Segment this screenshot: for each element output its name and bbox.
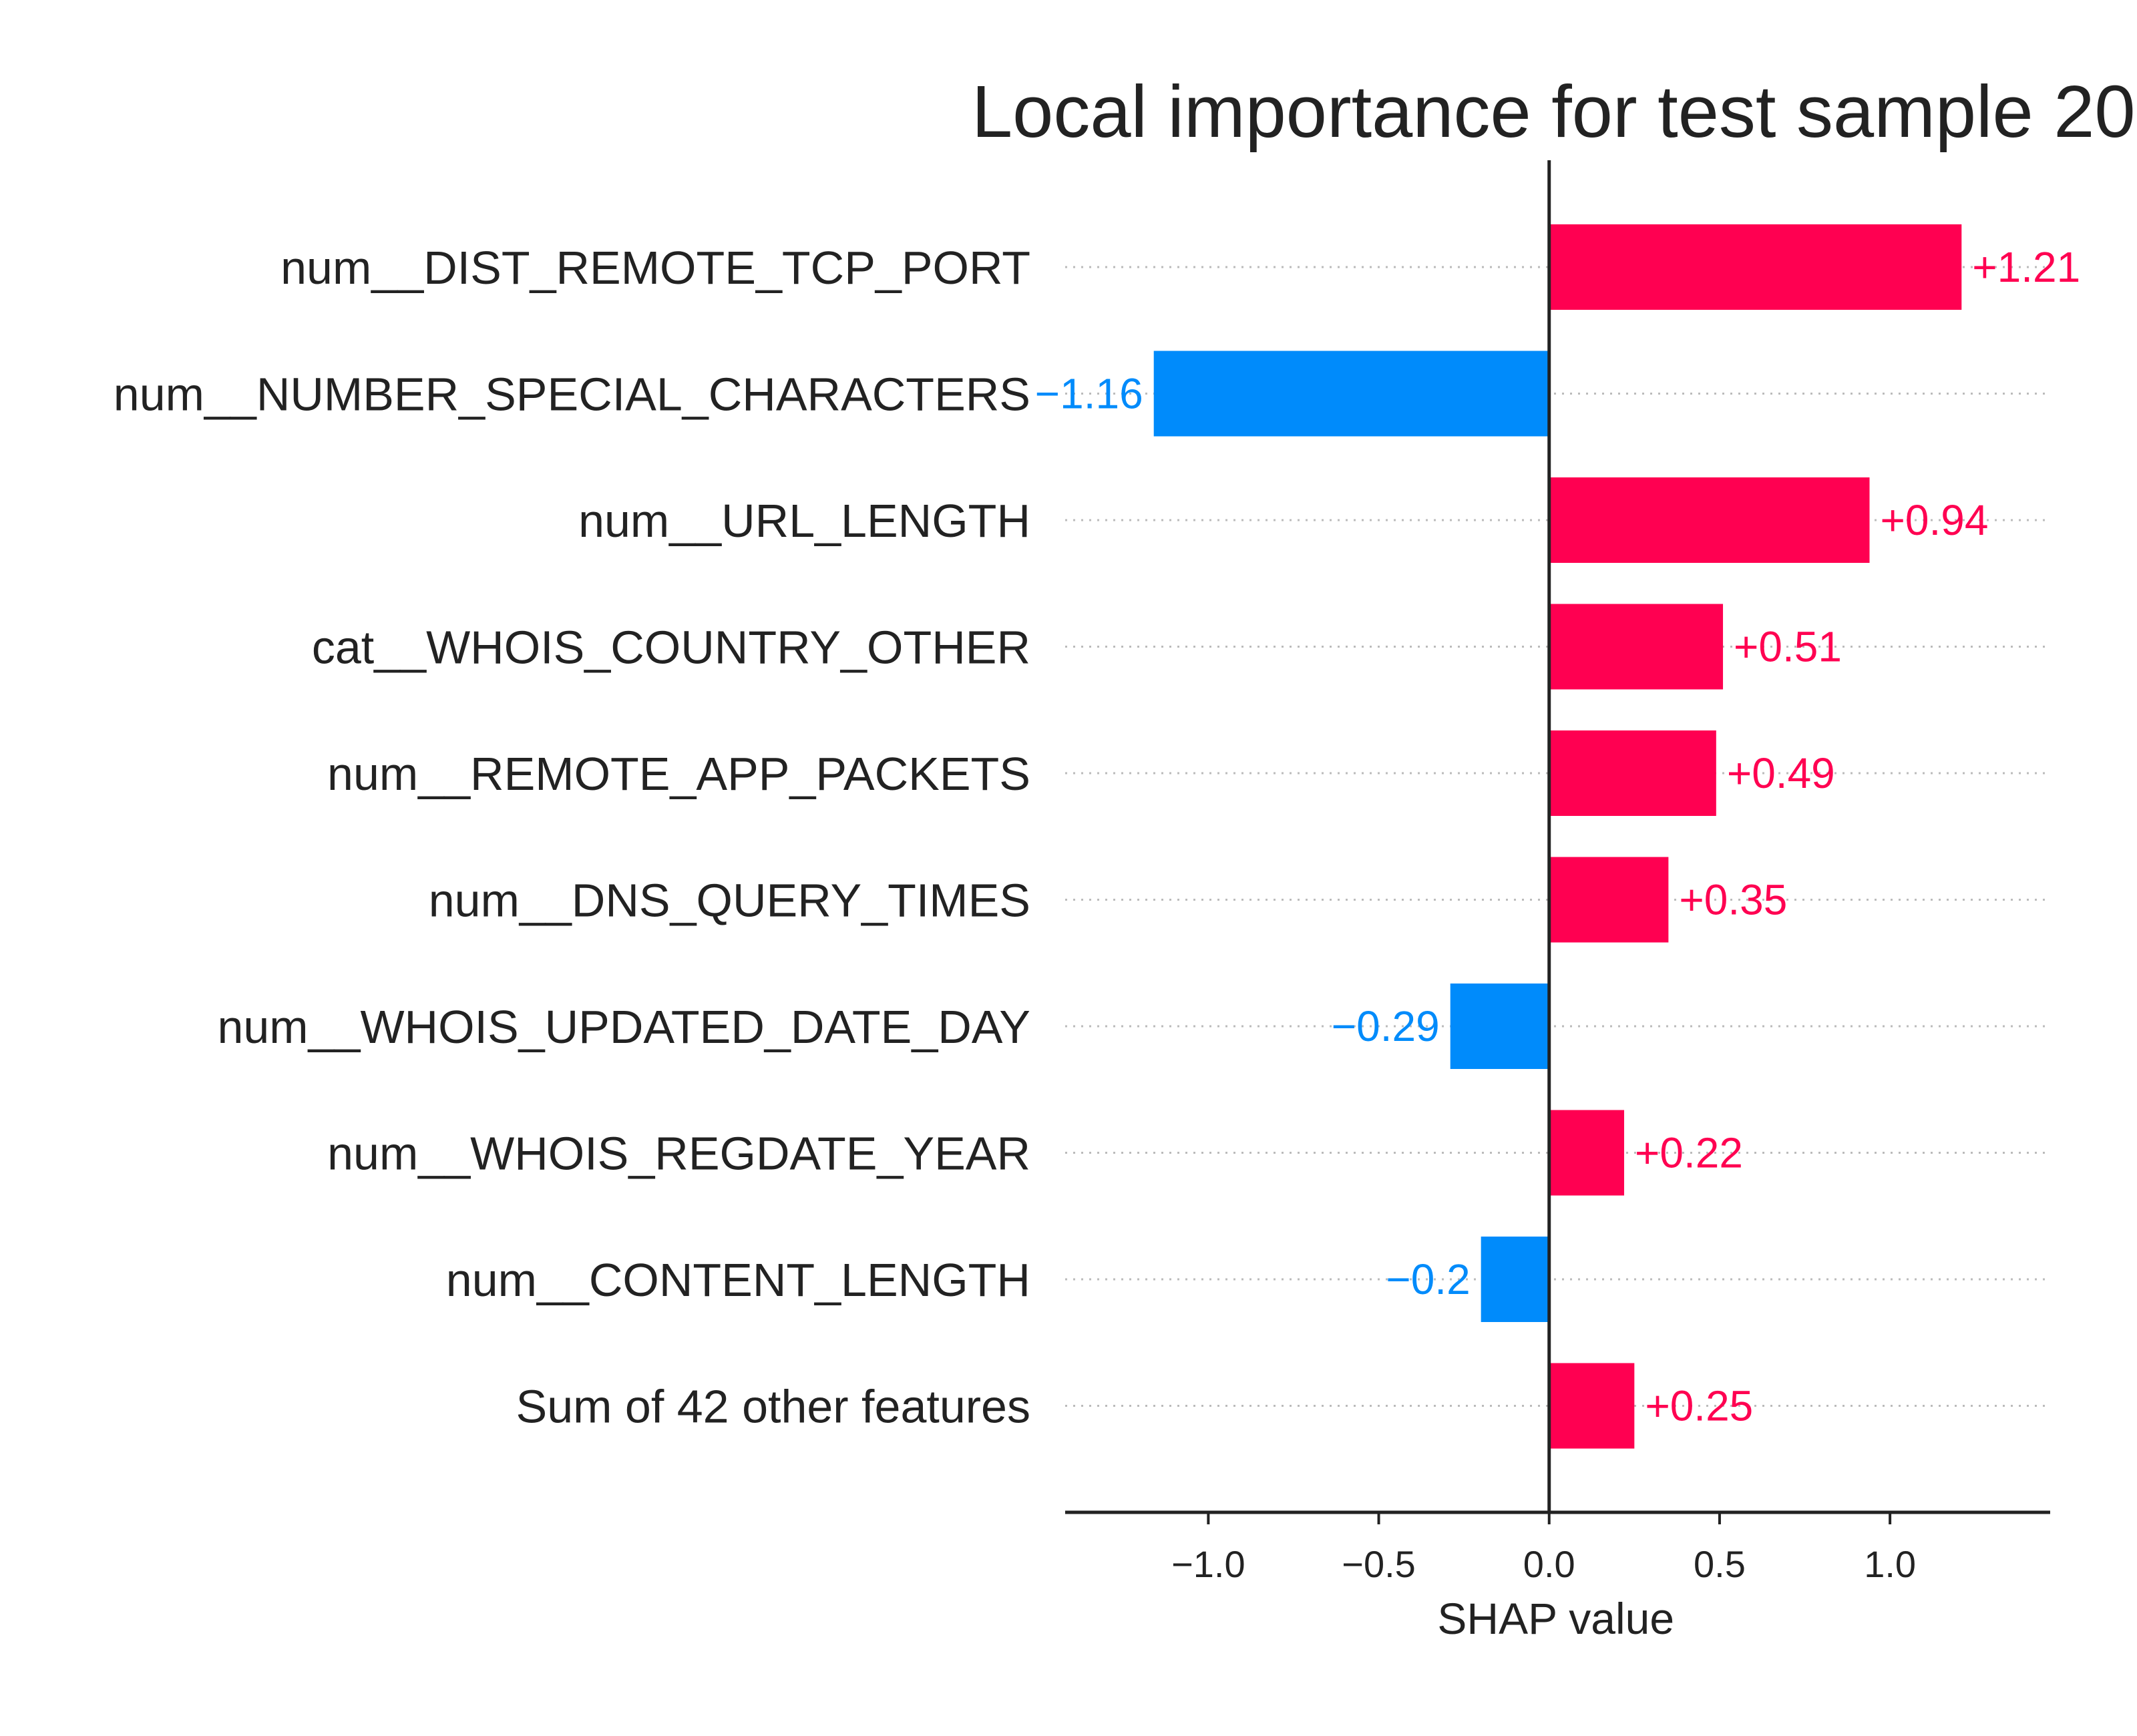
shap-value-label: +0.94 (1880, 496, 1988, 544)
x-axis-label: SHAP value (1437, 1594, 1674, 1643)
value-labels: +1.21 −1.16 +0.94 +0.51 +0.49 +0.35 −0.29 +0.22… (1035, 243, 2080, 1430)
shap-value-label: −0.2 (1386, 1255, 1470, 1303)
x-tick-label: 0.0 (1523, 1543, 1575, 1585)
chart-title: Local importance for test sample 20 (972, 71, 2136, 153)
x-axis-ticks: −1.0 −0.5 0.0 0.5 1.0 (1171, 1512, 1916, 1585)
feature-label: Sum of 42 other features (516, 1381, 1030, 1433)
shap-value-label: +1.21 (1972, 243, 2080, 291)
shap-value-label: +0.25 (1645, 1382, 1753, 1430)
shap-bar (1549, 1363, 1635, 1449)
feature-label: num__REMOTE_APP_PACKETS (327, 748, 1030, 800)
shap-value-label: +0.49 (1727, 749, 1835, 797)
shap-bar (1549, 730, 1716, 816)
feature-label: num__URL_LENGTH (578, 495, 1030, 547)
feature-label: num__WHOIS_REGDATE_YEAR (327, 1128, 1030, 1180)
bars (1153, 224, 1962, 1449)
x-tick-label: −1.0 (1171, 1543, 1245, 1585)
shap-bar (1481, 1237, 1549, 1322)
feature-label: num__DIST_REMOTE_TCP_PORT (280, 242, 1030, 294)
shap-value-label: +0.51 (1734, 623, 1842, 671)
feature-labels: num__DIST_REMOTE_TCP_PORT num__NUMBER_SPE… (114, 242, 1030, 1433)
shap-bar (1450, 984, 1549, 1069)
shap-value-label: −1.16 (1035, 370, 1143, 418)
shap-bar (1153, 351, 1549, 437)
shap-value-label: +0.22 (1635, 1129, 1743, 1177)
shap-bar (1549, 1110, 1625, 1196)
feature-label: num__DNS_QUERY_TIMES (429, 875, 1030, 927)
row-guide-lines (1065, 266, 2050, 1407)
shap-bar (1549, 477, 1870, 563)
feature-label: num__NUMBER_SPECIAL_CHARACTERS (114, 369, 1030, 421)
x-tick-label: 0.5 (1694, 1543, 1746, 1585)
feature-label: num__WHOIS_UPDATED_DATE_DAY (217, 1001, 1030, 1053)
feature-label: cat__WHOIS_COUNTRY_OTHER (312, 622, 1030, 674)
shap-value-label: +0.35 (1679, 876, 1787, 924)
shap-value-label: −0.29 (1332, 1002, 1440, 1050)
x-tick-label: −0.5 (1342, 1543, 1416, 1585)
x-tick-label: 1.0 (1864, 1543, 1916, 1585)
shap-bar (1549, 224, 1962, 310)
shap-bar (1549, 857, 1669, 943)
shap-bar (1549, 604, 1724, 690)
feature-label: num__CONTENT_LENGTH (446, 1254, 1030, 1306)
